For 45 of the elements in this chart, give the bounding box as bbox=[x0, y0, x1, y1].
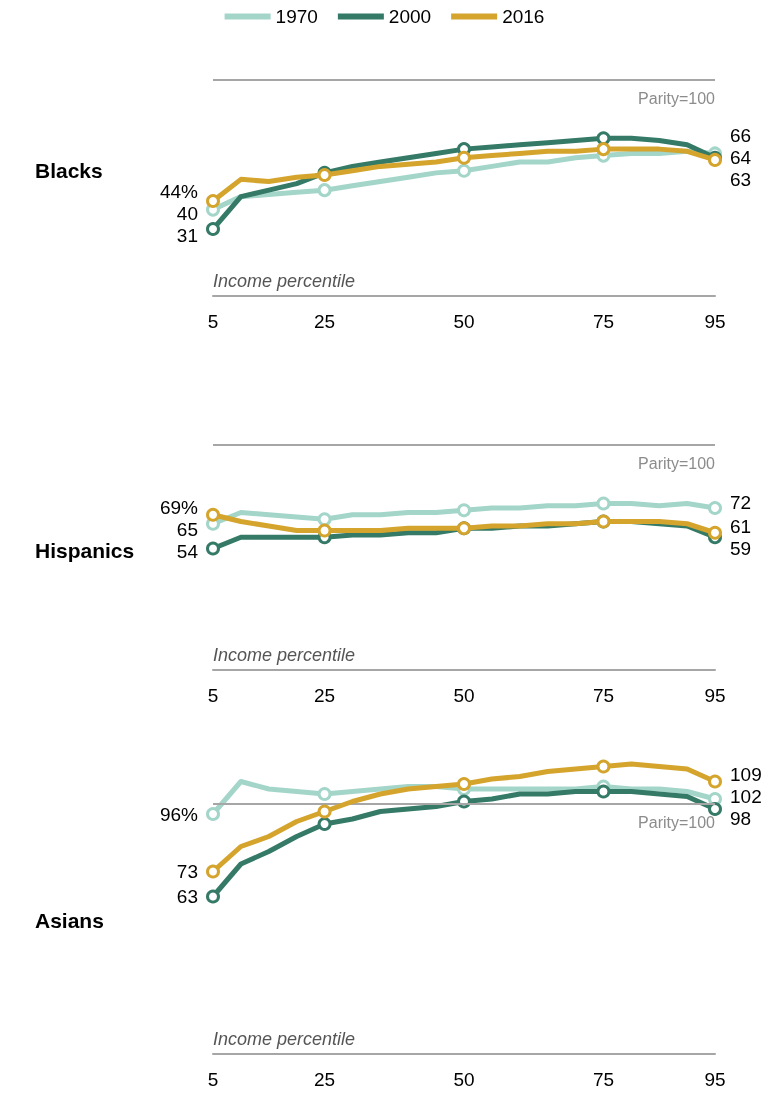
x-tick-label: 75 bbox=[592, 685, 615, 706]
data-label: 64 bbox=[730, 146, 752, 168]
x-tick-label: 25 bbox=[313, 311, 336, 332]
data-label: 109 bbox=[730, 764, 762, 785]
x-tick-label: 75 bbox=[592, 311, 615, 332]
text: Hispanics bbox=[35, 539, 135, 562]
x-tick-label: 95 bbox=[704, 1069, 726, 1090]
x-tick-label: 50 bbox=[453, 311, 475, 332]
x-axis-title: Income percentile bbox=[213, 271, 356, 291]
data-label: 40 bbox=[176, 202, 198, 224]
x-tick-label: 5 bbox=[207, 1069, 219, 1090]
x-tick-label: 50 bbox=[453, 685, 475, 706]
ref-line-label: Parity=100 bbox=[638, 89, 716, 107]
data-label: 61 bbox=[730, 516, 752, 538]
data-label: 65 bbox=[176, 518, 198, 540]
data-label: 44% bbox=[159, 180, 199, 202]
data-label: 69% bbox=[159, 496, 199, 518]
legend-label: 2016 bbox=[502, 6, 545, 27]
text: Blacks bbox=[35, 159, 103, 182]
x-tick-label: 5 bbox=[207, 311, 219, 332]
x-tick-label: 5 bbox=[207, 685, 219, 706]
data-label: 59 bbox=[730, 538, 752, 560]
legend-label: 2000 bbox=[388, 6, 432, 27]
text: Asians bbox=[35, 909, 104, 932]
data-label: 66 bbox=[730, 124, 752, 146]
data-label: 72 bbox=[730, 491, 752, 513]
x-axis-title: Income percentile bbox=[213, 1029, 356, 1049]
data-label: 63 bbox=[730, 168, 752, 190]
data-label: 73 bbox=[176, 861, 198, 882]
x-tick-label: 50 bbox=[453, 1069, 475, 1090]
x-tick-label: 75 bbox=[592, 1069, 615, 1090]
data-label: 31 bbox=[176, 224, 198, 246]
x-axis-title: Income percentile bbox=[213, 645, 356, 665]
data-label: 63 bbox=[176, 886, 198, 907]
x-tick-label: 95 bbox=[704, 685, 726, 706]
ref-line-label: Parity=100 bbox=[638, 454, 716, 472]
data-label: 98 bbox=[730, 808, 752, 829]
ref-line-label: Parity=100 bbox=[638, 813, 716, 831]
x-tick-label: 95 bbox=[704, 311, 726, 332]
data-label: 96% bbox=[159, 803, 199, 825]
legend-label: 1970 bbox=[275, 6, 318, 27]
data-label: 102 bbox=[730, 786, 762, 807]
x-tick-label: 25 bbox=[313, 685, 336, 706]
x-tick-label: 25 bbox=[313, 1069, 336, 1090]
data-label: 54 bbox=[176, 540, 199, 562]
